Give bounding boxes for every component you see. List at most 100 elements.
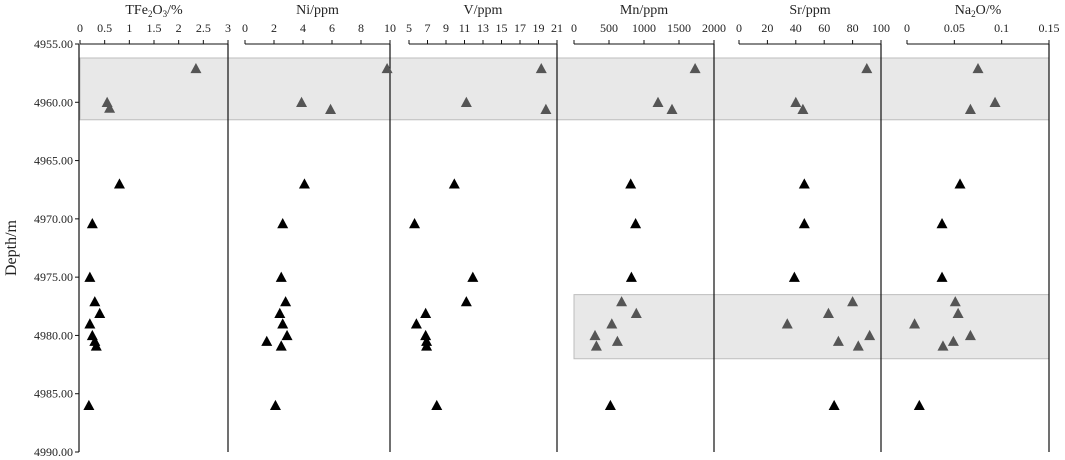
y-tick-label: 4980.00 — [34, 328, 73, 342]
data-point-triangle — [104, 102, 116, 113]
data-point-triangle — [296, 96, 308, 107]
data-point-triangle — [852, 340, 864, 351]
x-tick-label: 100 — [872, 21, 890, 35]
x-tick-label: 15 — [496, 21, 508, 35]
data-point-triangle — [847, 296, 859, 307]
data-point-triangle — [89, 296, 101, 307]
data-point-triangle — [277, 218, 289, 229]
panel-title-part: Ni/ppm — [296, 3, 339, 18]
x-tick-label: 20 — [761, 21, 773, 35]
data-point-triangle — [864, 329, 876, 341]
data-point-triangle — [381, 62, 393, 74]
panel-title-subscript: 2 — [971, 9, 976, 19]
data-point-triangle — [590, 340, 602, 351]
highlight-bands — [79, 57, 1050, 360]
panel-title: Na2O/% — [955, 3, 1002, 19]
panel-title-part: /% — [167, 3, 183, 18]
highlight-band — [79, 57, 1050, 121]
panel: 0 20 40 60 80 100 Sr/ppm — [736, 3, 890, 452]
data-point-triangle — [972, 62, 984, 74]
data-point-triangle — [606, 318, 618, 329]
panel-title: V/ppm — [464, 3, 503, 18]
data-point-triangle — [797, 103, 809, 114]
y-tick-label: 4975.00 — [34, 270, 73, 284]
x-tick-label: 7 — [425, 21, 431, 35]
data-point-triangle — [828, 399, 840, 411]
data-point-triangle — [788, 271, 800, 282]
depth-axis: 4955.00 4960.00 4965.00 4970.00 4975.00 4980.… — [34, 37, 80, 459]
x-tick-label: 9 — [443, 21, 449, 35]
data-point-triangle — [822, 307, 834, 318]
x-tick-label: 6 — [329, 21, 335, 35]
data-point-triangle — [86, 218, 98, 229]
data-point-triangle — [989, 96, 1001, 107]
y-tick-label: 4970.00 — [34, 212, 73, 226]
data-point-triangle — [616, 296, 628, 307]
x-tick-label: 60 — [818, 21, 830, 35]
x-tick-label: 13 — [477, 21, 489, 35]
y-tick-label: 4955.00 — [34, 37, 73, 51]
x-tick-label: 19 — [533, 21, 545, 35]
x-tick-label: 1.5 — [147, 21, 162, 35]
data-point-triangle — [448, 178, 460, 189]
panel-title-part: V/ppm — [464, 3, 503, 18]
data-point-triangle — [964, 103, 976, 114]
panel-title-part: O/% — [976, 3, 1002, 18]
data-point-triangle — [630, 218, 642, 229]
highlight-band — [573, 294, 1050, 360]
data-point-triangle — [611, 335, 623, 346]
data-point-triangle — [460, 296, 472, 307]
data-point-triangle — [84, 318, 96, 329]
data-point-triangle — [781, 318, 793, 329]
panel-title: TFe2O3/% — [125, 3, 183, 19]
data-point-triangle — [467, 271, 479, 282]
x-tick-label: 0.1 — [994, 21, 1009, 35]
data-point-triangle — [913, 399, 925, 411]
data-point-triangle — [666, 103, 678, 114]
x-tick-label: 0 — [904, 21, 910, 35]
data-point-triangle — [861, 62, 873, 74]
data-point-triangle — [630, 307, 642, 318]
panel-title: Ni/ppm — [296, 3, 339, 18]
data-point-triangle — [298, 178, 310, 189]
x-tick-label: 3 — [225, 21, 231, 35]
data-point-triangle — [94, 307, 106, 318]
data-point-triangle — [84, 271, 96, 282]
data-point-triangle — [261, 335, 273, 346]
data-point-triangle — [274, 307, 286, 318]
data-point-triangle — [431, 399, 443, 411]
data-point-triangle — [421, 340, 433, 351]
x-tick-label: 2 — [176, 21, 182, 35]
data-point-triangle — [949, 296, 961, 307]
y-tick-label: 4960.00 — [34, 95, 73, 109]
x-tick-label: 1500 — [667, 21, 691, 35]
panel-title-part: TFe — [125, 3, 148, 18]
x-tick-label: 0 — [736, 21, 742, 35]
data-point-triangle — [275, 340, 287, 351]
x-tick-label: 2000 — [702, 21, 726, 35]
x-tick-label: 4 — [300, 21, 306, 35]
data-point-triangle — [625, 271, 637, 282]
x-tick-label: 80 — [847, 21, 859, 35]
data-point-triangle — [540, 103, 552, 114]
data-point-triangle — [113, 178, 125, 189]
data-point-triangle — [275, 271, 287, 282]
data-point-triangle — [936, 218, 948, 229]
x-tick-label: 10 — [384, 21, 396, 35]
data-point-triangle — [410, 318, 422, 329]
data-point-triangle — [909, 318, 921, 329]
data-point-triangle — [937, 340, 949, 351]
y-axis-label: Depth/m — [3, 219, 20, 276]
x-tick-label: 2 — [271, 21, 277, 35]
data-point-triangle — [689, 62, 701, 74]
y-tick-label: 4990.00 — [34, 445, 73, 459]
data-point-triangle — [281, 329, 293, 341]
panel-title: Mn/ppm — [620, 3, 668, 18]
data-point-triangle — [954, 178, 966, 189]
data-point-triangle — [790, 96, 802, 107]
panel-title-part: Na — [955, 3, 972, 18]
data-point-triangle — [83, 399, 95, 411]
data-point-triangle — [420, 329, 432, 341]
